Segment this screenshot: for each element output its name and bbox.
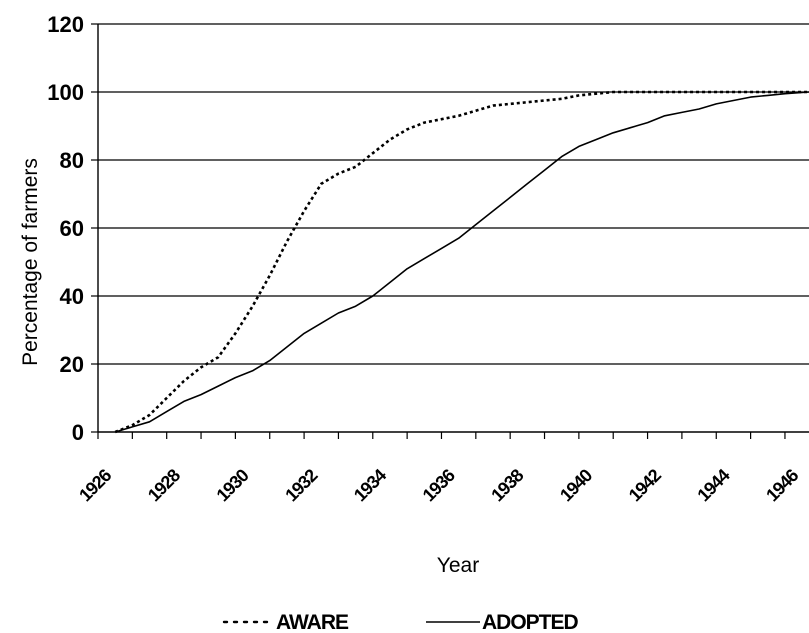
x-axis-title: Year xyxy=(437,554,479,577)
y-tick-label: 60 xyxy=(60,216,84,241)
x-tick-label: 1944 xyxy=(693,465,733,505)
x-tick-label: 1928 xyxy=(144,465,184,505)
y-tick-label: 100 xyxy=(47,80,84,105)
gridlines xyxy=(98,23,809,365)
series-line-adopted xyxy=(114,91,809,433)
y-tick-label: 80 xyxy=(60,148,84,173)
x-axis: 1926 1928 1930 1932 1934 1936 1938 1940 1942 1944… xyxy=(75,431,809,505)
x-tick-label: 1936 xyxy=(419,465,459,505)
x-tick-label: 1932 xyxy=(281,465,321,505)
legend: AWARE ADOPTED xyxy=(222,611,580,633)
series-lines xyxy=(114,90,809,434)
legend-label-adopted: ADOPTED xyxy=(482,611,579,633)
legend-label-aware: AWARE xyxy=(276,611,349,633)
x-tick-label: 1940 xyxy=(556,465,596,505)
x-tick-label: 1946 xyxy=(762,465,802,505)
x-tick-label: 1942 xyxy=(625,465,665,505)
y-tick-label: 40 xyxy=(60,284,84,309)
x-tick-label: 1926 xyxy=(75,465,115,505)
y-tick-label: 0 xyxy=(72,420,84,445)
y-axis: 0 20 40 60 80 100 120 xyxy=(47,12,99,445)
x-tick-label: 1930 xyxy=(213,465,253,505)
y-axis-title: Percentage of farmers xyxy=(19,158,42,366)
y-tick-label: 20 xyxy=(60,352,84,377)
y-tick-label: 120 xyxy=(47,12,84,37)
x-tick-label: 1938 xyxy=(487,465,527,505)
series-line-aware xyxy=(114,90,809,434)
x-tick-label: 1934 xyxy=(350,465,390,505)
